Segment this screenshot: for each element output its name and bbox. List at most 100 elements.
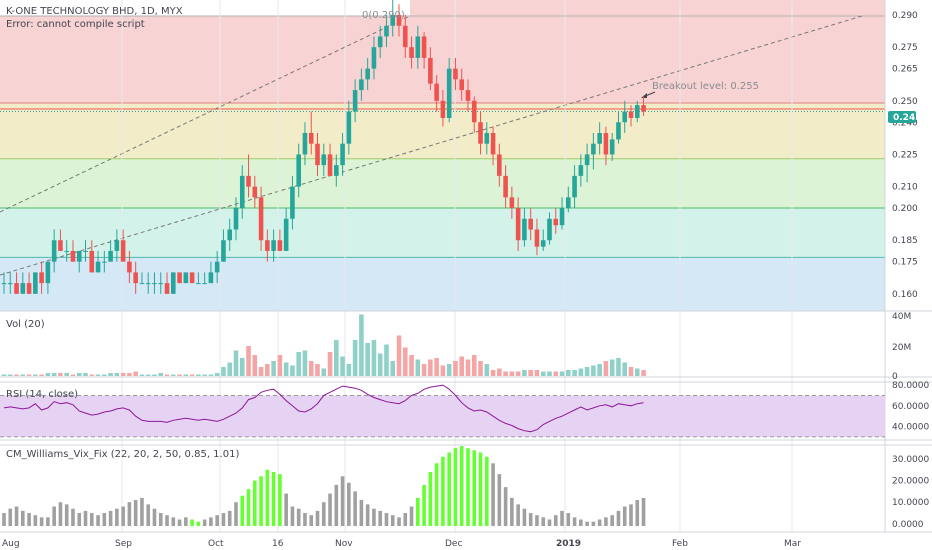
price-tick-label: 0.200 [892, 204, 918, 214]
volume-bar [634, 368, 640, 376]
candle-body [246, 175, 251, 187]
candle-body [202, 283, 207, 285]
volume-bar [145, 374, 151, 376]
time-tick-label: 16 [272, 539, 284, 549]
vix-bar [290, 506, 295, 526]
volume-bar [503, 371, 508, 376]
volume-bar [76, 373, 82, 376]
volume-bar [120, 373, 126, 376]
vix-bar [560, 510, 564, 526]
volume-bar [327, 352, 333, 376]
vix-bar [353, 491, 357, 526]
vix-bar [89, 513, 94, 526]
volume-bar [434, 358, 439, 376]
breakout-label: Breakout level: 0.255 [652, 81, 759, 92]
vix-tick-label: 0.0000 [892, 520, 924, 530]
price-tick-label: 0.265 [892, 65, 918, 75]
volume-bar [384, 344, 389, 376]
vix-bar [591, 521, 596, 526]
price-axis[interactable]: 0.290 0.275 0.265 0.250 0.240 0.225 0.210 0.200… [892, 11, 929, 530]
volume-bar [522, 370, 527, 376]
vix-bar [397, 517, 401, 526]
candle-body [302, 132, 308, 155]
fibonacci-zones [0, 0, 885, 311]
vix-pane[interactable] [2, 446, 646, 526]
vix-bar [503, 487, 508, 526]
volume-bar [428, 359, 433, 376]
script-error-text: Error: cannot compile script [6, 19, 145, 30]
candle-body [45, 261, 51, 284]
vix-bar [96, 515, 100, 526]
volume-bar [290, 365, 295, 376]
vix-bar [572, 517, 577, 526]
vix-bar [14, 506, 19, 526]
vix-bar [466, 448, 470, 526]
vix-bar [21, 510, 25, 526]
vix-bar [597, 519, 602, 526]
rsi-pane[interactable] [0, 384, 885, 438]
vix-bar [422, 484, 426, 526]
volume-bar [1, 374, 7, 376]
volume-bar [20, 374, 26, 376]
candle-body [39, 272, 44, 284]
candle-body [578, 165, 584, 176]
time-tick-label: Nov [335, 539, 353, 549]
volume-bar [465, 359, 471, 376]
candle-body [196, 283, 201, 285]
candle-body [634, 105, 640, 118]
vix-tick-label: 20.0000 [892, 477, 929, 487]
volume-bar [591, 365, 596, 376]
volume-bar [321, 368, 327, 376]
fib-zone [0, 158, 885, 209]
candle-body [89, 250, 95, 273]
volume-bar [365, 343, 370, 376]
time-tick-label: Dec [445, 539, 462, 549]
price-tick-label: 0.185 [892, 236, 918, 246]
vix-bar [133, 500, 138, 526]
time-axis[interactable]: Aug Sep Oct 16 Nov Dec 2019 Feb Mar [2, 539, 801, 549]
candle-body [528, 218, 533, 230]
candle-body [271, 240, 276, 251]
volume-bar [622, 362, 628, 376]
last-price-label: 0.245 [893, 113, 921, 123]
vix-bar [459, 446, 464, 526]
candle-body [409, 47, 414, 58]
time-tick-label: Mar [784, 539, 801, 549]
volume-bar [490, 370, 496, 376]
volume-pane[interactable] [1, 314, 646, 377]
volume-bar [283, 362, 289, 376]
candle-body [33, 272, 38, 294]
candle-body [572, 175, 577, 198]
volume-bar [440, 365, 446, 376]
time-tick-label: 2019 [556, 539, 581, 549]
vix-tick-label: 10.0000 [892, 498, 929, 508]
volume-bar [39, 374, 44, 376]
candle-body [20, 283, 26, 294]
vix-bar [416, 497, 420, 526]
candle-body [83, 250, 88, 252]
volume-bar [390, 361, 396, 376]
volume-bar [108, 373, 113, 376]
candle-body [540, 240, 546, 247]
candle-body [152, 283, 157, 285]
time-tick-label: Feb [672, 539, 688, 549]
volume-bar [252, 355, 258, 376]
volume-tick-label: 40M [892, 312, 911, 322]
candle-body [340, 143, 345, 166]
candle-body [95, 261, 101, 273]
candle-body [553, 218, 559, 226]
vix-bar [46, 517, 50, 526]
vix-bar [384, 513, 389, 526]
fib-top-label: 0(0.290) [362, 10, 405, 21]
volume-bar [578, 368, 584, 376]
candle-body [252, 186, 258, 198]
price-pane[interactable] [1, 0, 646, 294]
vix-bar [140, 497, 144, 526]
volume-bar [641, 370, 646, 376]
last-price-badge [888, 111, 916, 123]
candle-body [277, 240, 283, 251]
candle-body [133, 272, 138, 284]
fib-zone-top [410, 0, 885, 16]
